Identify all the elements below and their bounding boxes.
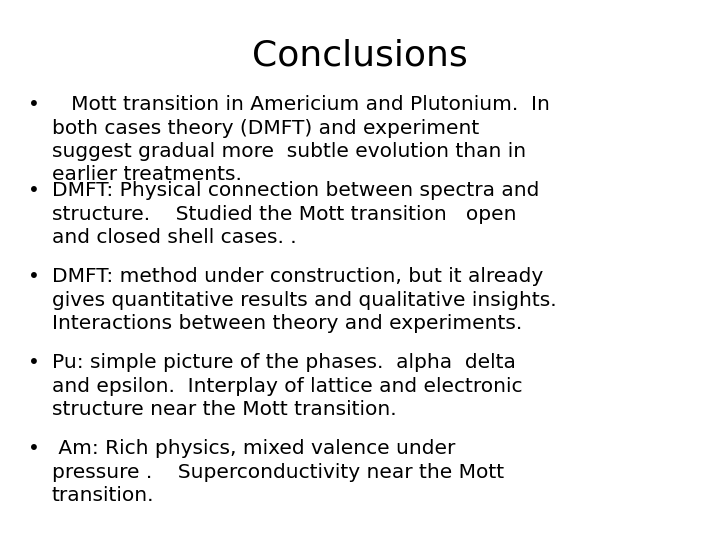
Text: •: • [28, 353, 40, 372]
Text: •: • [28, 439, 40, 458]
Text: Am: Rich physics, mixed valence under
pressure .    Superconductivity near the M: Am: Rich physics, mixed valence under pr… [52, 439, 504, 505]
Text: DMFT: Physical connection between spectra and
structure.    Studied the Mott tra: DMFT: Physical connection between spectr… [52, 181, 539, 247]
Text: •: • [28, 181, 40, 200]
Text: •: • [28, 95, 40, 114]
Text: •: • [28, 267, 40, 286]
Text: Mott transition in Americium and Plutonium.  In
both cases theory (DMFT) and exp: Mott transition in Americium and Plutoni… [52, 95, 550, 185]
Text: Pu: simple picture of the phases.  alpha  delta
and epsilon.  Interplay of latti: Pu: simple picture of the phases. alpha … [52, 353, 523, 419]
Text: DMFT: method under construction, but it already
gives quantitative results and q: DMFT: method under construction, but it … [52, 267, 557, 333]
Text: Conclusions: Conclusions [252, 38, 468, 72]
